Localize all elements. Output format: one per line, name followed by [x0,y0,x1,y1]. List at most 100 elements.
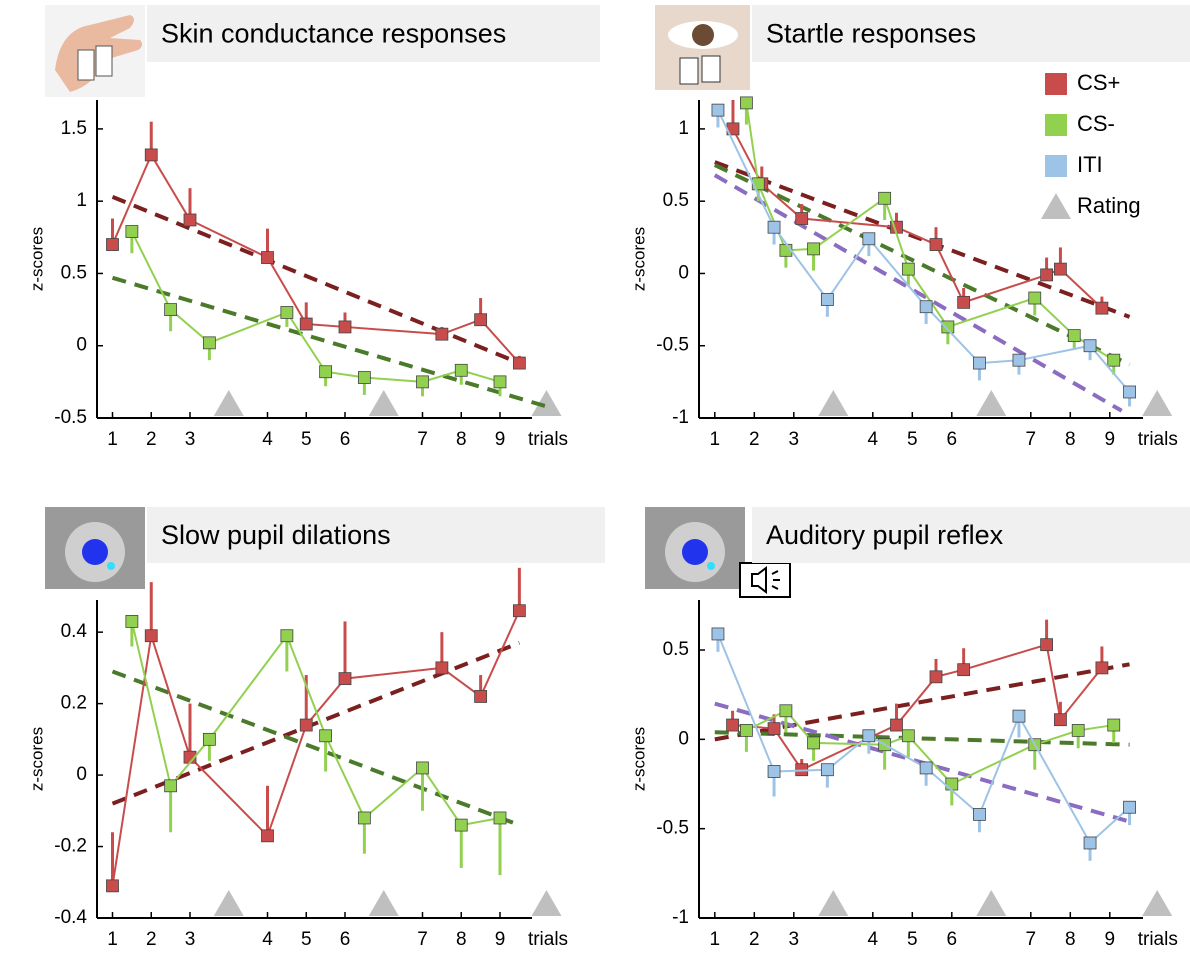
trend-line [111,641,521,806]
series-line [745,102,1115,362]
marker [862,729,876,743]
marker [941,320,955,334]
marker [493,811,507,825]
y-tick-label: 0.4 [61,621,88,642]
marker [820,763,834,777]
x-tick-label: 9 [1105,929,1116,950]
panel-title: Skin conductance responses [161,19,506,49]
x-tick-label: 6 [340,929,351,950]
hand-icon [45,5,145,97]
marker [338,672,352,686]
marker [740,96,753,110]
marker [454,818,468,832]
y-tick-label: 0 [678,728,689,749]
marker [767,765,781,778]
x-tick-label: 8 [456,929,467,950]
x-axis-label: trials [528,429,568,450]
y-tick-label: -1 [672,407,689,428]
y-axis-label: z-scores [629,727,648,791]
rating-marker [213,890,244,916]
x-tick-label: 8 [1065,429,1076,450]
legend-label: CS- [1077,111,1115,136]
marker [711,627,725,641]
marker [106,238,119,251]
marker [338,320,352,334]
marker [807,736,820,750]
series-line [111,152,521,364]
panel-title: Slow pupil dilations [161,520,391,550]
marker [493,375,507,389]
y-tick-label: -0.5 [54,407,87,428]
marker [820,293,834,306]
marker [1040,268,1053,282]
rating-marker [818,890,849,916]
rating-marker [531,390,562,416]
marker [1107,718,1121,732]
y-axis-label: z-scores [27,227,46,291]
x-tick-label: 4 [868,929,879,950]
marker [512,356,526,370]
panel-title: Auditory pupil reflex [766,520,1004,550]
marker [512,604,526,618]
marker [767,722,781,736]
y-tick-label: 0 [76,764,87,785]
y-tick-label: -1 [672,907,689,928]
marker [202,732,216,746]
rating-marker [531,890,562,916]
x-tick-label: 1 [710,429,721,450]
panel-title: Startle responses [766,19,976,49]
y-tick-label: -0.4 [54,907,87,928]
y-tick-label: 0.5 [61,262,87,283]
trend-line [111,275,548,409]
marker [1054,262,1067,276]
y-tick-label: 0.2 [61,693,87,714]
panel: Slow pupil dilations z-scores -0.4 -0.2 0 0.2… [27,507,605,950]
x-tick-label: 2 [146,929,157,950]
panel: Skin conductance responses z-scores -0.5 0 0… [27,5,600,450]
marker [202,336,216,350]
y-tick-label: 0.5 [663,639,689,660]
x-tick-label: 4 [262,929,273,950]
rating-marker [1142,390,1173,416]
rating-marker [976,890,1007,916]
x-tick-label: 2 [146,429,157,450]
x-tick-label: 1 [710,929,721,950]
marker [862,232,876,246]
marker [1123,800,1136,814]
marker [357,811,371,825]
x-tick-label: 6 [340,429,351,450]
marker [357,371,371,384]
x-tick-label: 4 [868,429,879,450]
y-tick-label: 1 [76,190,87,211]
marker [1123,385,1136,399]
rating-marker [818,390,849,416]
x-tick-label: 5 [907,929,918,950]
title-box [147,5,600,62]
rating-marker [213,390,244,416]
panel: Auditory pupil reflex z-scores -1 -0.5 0 0.5 1… [629,507,1190,950]
marker [280,629,294,643]
marker [878,191,892,205]
y-tick-label: -0.2 [54,836,87,857]
x-tick-label: 5 [301,429,312,450]
x-axis-label: trials [1138,929,1178,950]
marker [416,375,429,389]
marker [957,295,971,309]
marker [795,212,809,225]
y-tick-label: 0 [678,262,689,283]
marker [474,313,488,327]
marker [164,779,178,793]
marker [106,879,119,893]
marker [1071,724,1085,737]
x-tick-label: 3 [185,429,196,450]
marker [919,761,933,775]
marker [1012,353,1026,367]
x-tick-label: 7 [1026,929,1037,950]
marker [1054,713,1067,727]
marker [299,317,313,331]
x-tick-label: 2 [749,429,760,450]
trend-line [111,669,521,827]
x-tick-label: 2 [749,929,760,950]
marker [929,238,943,251]
